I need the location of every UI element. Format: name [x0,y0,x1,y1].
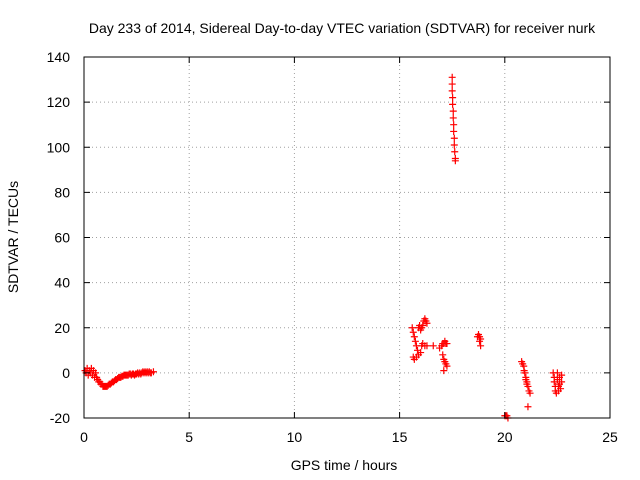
data-point [440,367,448,375]
grid-lines [84,57,610,418]
data-point [450,127,458,135]
data-point [149,368,157,376]
data-point [448,80,456,88]
data-point [526,389,534,397]
data-point [423,319,431,327]
data-point [448,73,456,81]
y-tick-label: 100 [47,139,71,155]
data-point [553,369,561,377]
data-point [521,369,529,377]
x-tick-label: 20 [497,429,513,445]
data-point [449,94,457,102]
chart-title: Day 233 of 2014, Sidereal Day-to-day VTE… [89,20,596,36]
x-axis-label: GPS time / hours [291,457,398,473]
y-tick-label: 80 [54,184,70,200]
data-point [449,100,457,108]
data-points [81,73,566,422]
y-tick-label: 20 [54,320,70,336]
y-tick-label: 60 [54,230,70,246]
axis-ticks [83,56,611,419]
x-tick-label: 15 [392,429,408,445]
data-point [408,324,416,332]
data-point [450,121,458,129]
data-point [558,378,566,386]
y-axis-label: SDTVAR / TECUs [5,181,21,293]
data-point [439,351,447,359]
data-point [417,349,425,357]
x-tick-label: 0 [80,429,88,445]
data-point [476,337,484,345]
data-point [477,342,485,350]
x-tick-label: 25 [602,429,618,445]
data-point [524,382,532,390]
y-tick-label: 120 [47,94,71,110]
data-point [558,371,566,379]
y-tick-label: -20 [50,410,70,426]
y-tick-label: 0 [62,365,70,381]
data-point [429,342,437,350]
data-point [92,369,100,377]
data-point [448,87,456,95]
y-tick-label: 40 [54,275,70,291]
x-tick-labels: 0 5 10 15 20 25 [80,429,618,445]
data-point [443,362,451,370]
data-point [411,337,419,345]
data-point [443,340,451,348]
data-point [557,385,565,393]
data-point [451,148,459,156]
data-point [450,141,458,149]
y-tick-label: 140 [47,49,71,65]
data-point [423,342,431,350]
data-point [409,328,417,336]
data-point [451,157,459,165]
data-point [410,333,418,341]
data-point [450,134,458,142]
data-point [419,321,427,329]
data-point [449,107,457,115]
x-tick-label: 10 [287,429,303,445]
data-point [449,114,457,122]
data-point [524,403,532,411]
y-tick-labels: -20 0 20 40 60 80 100 120 140 [47,49,71,426]
x-tick-label: 5 [185,429,193,445]
